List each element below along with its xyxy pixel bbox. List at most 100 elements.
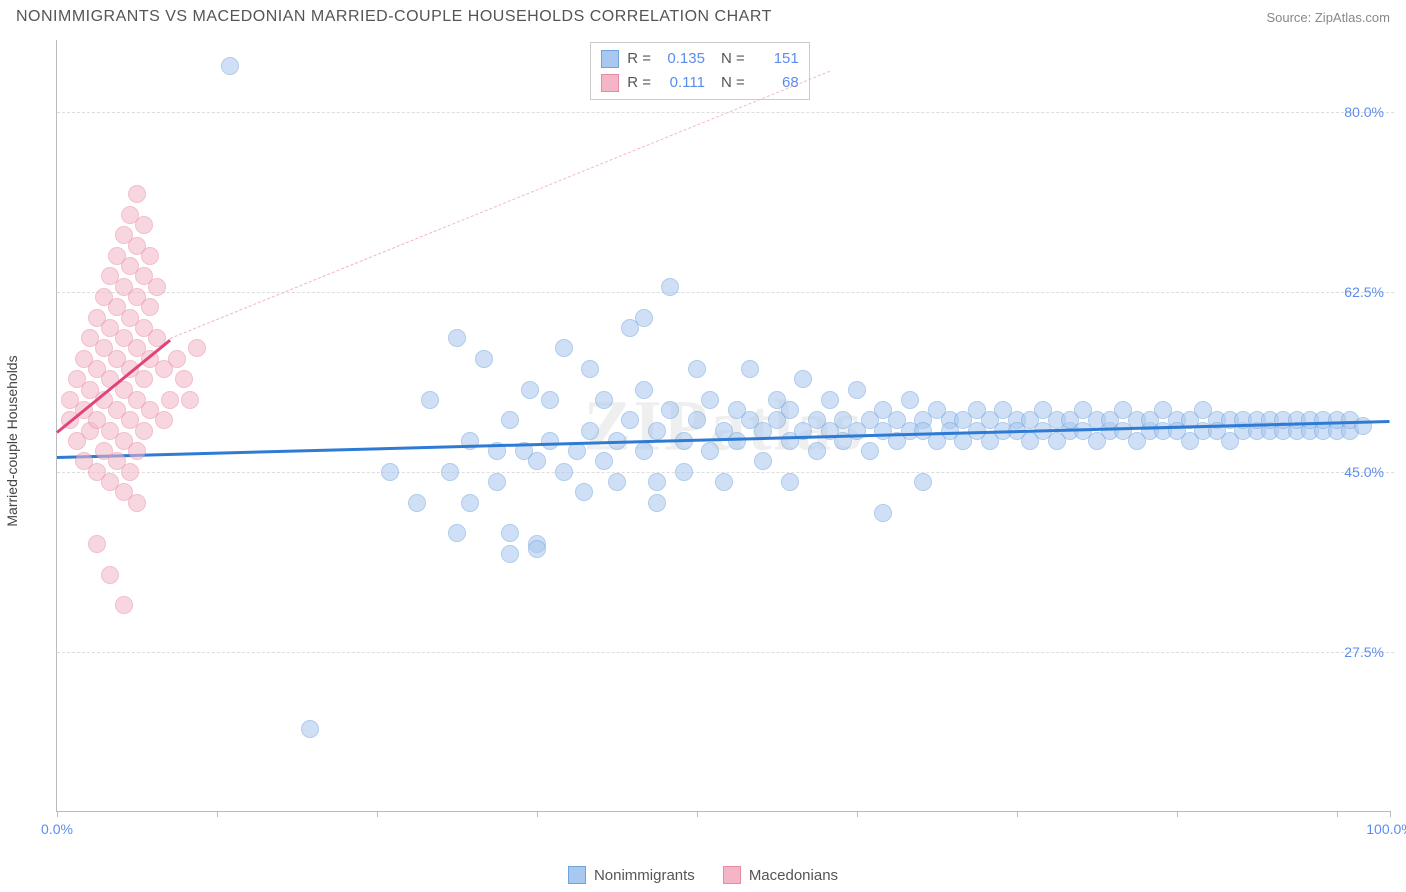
stats-row: R =0.135N =151 bbox=[601, 47, 799, 71]
scatter-point bbox=[555, 339, 573, 357]
scatter-point bbox=[754, 452, 772, 470]
source-prefix: Source: bbox=[1266, 10, 1314, 25]
scatter-point bbox=[661, 278, 679, 296]
scatter-point bbox=[301, 720, 319, 738]
x-tick bbox=[1390, 811, 1391, 817]
scatter-point bbox=[701, 391, 719, 409]
scatter-point bbox=[861, 442, 879, 460]
scatter-point bbox=[688, 411, 706, 429]
legend-swatch bbox=[601, 74, 619, 92]
scatter-point bbox=[688, 360, 706, 378]
gridline-h bbox=[57, 652, 1394, 653]
chart-legend: Nonimmigrants Macedonians bbox=[0, 866, 1406, 884]
scatter-point bbox=[728, 432, 746, 450]
scatter-point bbox=[141, 247, 159, 265]
scatter-point bbox=[128, 442, 146, 460]
scatter-point bbox=[521, 381, 539, 399]
scatter-point bbox=[661, 401, 679, 419]
scatter-point bbox=[808, 442, 826, 460]
chart-area: Married-couple Households ZIPatlas 27.5%… bbox=[16, 40, 1390, 842]
scatter-point bbox=[155, 411, 173, 429]
stat-r-label: R = bbox=[627, 71, 651, 95]
x-tick bbox=[1177, 811, 1178, 817]
scatter-point bbox=[181, 391, 199, 409]
x-tick bbox=[217, 811, 218, 817]
scatter-point bbox=[381, 463, 399, 481]
scatter-point bbox=[1354, 417, 1372, 435]
scatter-point bbox=[608, 473, 626, 491]
scatter-point bbox=[555, 463, 573, 481]
scatter-point bbox=[528, 452, 546, 470]
y-tick-label: 62.5% bbox=[1344, 284, 1384, 300]
scatter-point bbox=[581, 422, 599, 440]
stat-n-value: 151 bbox=[753, 47, 799, 71]
scatter-point bbox=[635, 309, 653, 327]
scatter-point bbox=[781, 473, 799, 491]
legend-item: Nonimmigrants bbox=[568, 866, 695, 884]
x-tick bbox=[1017, 811, 1018, 817]
scatter-point bbox=[621, 411, 639, 429]
chart-source: Source: ZipAtlas.com bbox=[1266, 10, 1390, 25]
x-tick bbox=[377, 811, 378, 817]
scatter-point bbox=[141, 298, 159, 316]
scatter-point bbox=[501, 545, 519, 563]
scatter-point bbox=[441, 463, 459, 481]
y-tick-label: 27.5% bbox=[1344, 644, 1384, 660]
scatter-point bbox=[128, 494, 146, 512]
scatter-point bbox=[115, 596, 133, 614]
y-axis-label: Married-couple Households bbox=[4, 355, 20, 526]
chart-title: NONIMMIGRANTS VS MACEDONIAN MARRIED-COUP… bbox=[16, 8, 772, 26]
scatter-point bbox=[794, 370, 812, 388]
scatter-point bbox=[501, 524, 519, 542]
x-tick-label: 0.0% bbox=[41, 821, 73, 837]
scatter-point bbox=[135, 422, 153, 440]
legend-swatch bbox=[601, 50, 619, 68]
scatter-point bbox=[448, 524, 466, 542]
plot-region: ZIPatlas 27.5%45.0%62.5%80.0%0.0%100.0%R… bbox=[56, 40, 1390, 812]
scatter-point bbox=[461, 494, 479, 512]
scatter-point bbox=[635, 381, 653, 399]
scatter-point bbox=[741, 360, 759, 378]
scatter-point bbox=[595, 391, 613, 409]
scatter-point bbox=[88, 535, 106, 553]
scatter-point bbox=[221, 57, 239, 75]
stat-r-value: 0.111 bbox=[659, 71, 705, 95]
scatter-point bbox=[501, 411, 519, 429]
scatter-point bbox=[135, 216, 153, 234]
scatter-point bbox=[914, 473, 932, 491]
scatter-point bbox=[701, 442, 719, 460]
scatter-point bbox=[901, 391, 919, 409]
stat-n-label: N = bbox=[721, 71, 745, 95]
scatter-point bbox=[128, 185, 146, 203]
scatter-point bbox=[874, 504, 892, 522]
x-tick bbox=[697, 811, 698, 817]
stats-row: R =0.111N =68 bbox=[601, 71, 799, 95]
scatter-point bbox=[675, 463, 693, 481]
scatter-point bbox=[715, 473, 733, 491]
scatter-point bbox=[648, 422, 666, 440]
scatter-point bbox=[648, 494, 666, 512]
scatter-point bbox=[541, 432, 559, 450]
x-tick-label: 100.0% bbox=[1366, 821, 1406, 837]
source-link[interactable]: ZipAtlas.com bbox=[1315, 10, 1390, 25]
scatter-point bbox=[635, 442, 653, 460]
legend-item: Macedonians bbox=[723, 866, 838, 884]
scatter-point bbox=[448, 329, 466, 347]
x-tick bbox=[857, 811, 858, 817]
scatter-point bbox=[408, 494, 426, 512]
legend-swatch bbox=[568, 866, 586, 884]
scatter-point bbox=[121, 463, 139, 481]
y-tick-label: 80.0% bbox=[1344, 104, 1384, 120]
scatter-point bbox=[648, 473, 666, 491]
scatter-point bbox=[421, 391, 439, 409]
scatter-point bbox=[595, 452, 613, 470]
chart-header: NONIMMIGRANTS VS MACEDONIAN MARRIED-COUP… bbox=[0, 0, 1406, 30]
scatter-point bbox=[781, 401, 799, 419]
gridline-h bbox=[57, 292, 1394, 293]
scatter-point bbox=[161, 391, 179, 409]
scatter-point bbox=[848, 381, 866, 399]
stat-n-label: N = bbox=[721, 47, 745, 71]
scatter-point bbox=[528, 540, 546, 558]
stat-r-label: R = bbox=[627, 47, 651, 71]
scatter-point bbox=[541, 391, 559, 409]
